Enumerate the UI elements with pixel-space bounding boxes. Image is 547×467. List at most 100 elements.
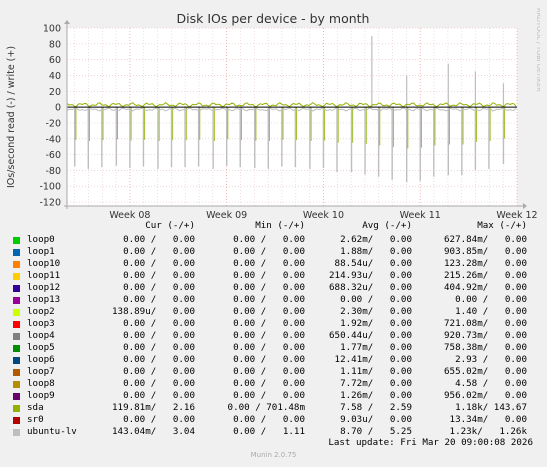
write-baseline bbox=[66, 101, 517, 108]
legend-min: 0.00 / 0.00 bbox=[233, 378, 305, 389]
legend-min: 0.00 / 0.00 bbox=[233, 342, 305, 353]
legend-row-loop7: loop7 0.00 / 0.00 0.00 / 0.00 1.11m/ 0.00 65… bbox=[0, 366, 547, 378]
legend-max: 215.26m/ 0.00 bbox=[444, 270, 527, 281]
read-baseline bbox=[66, 107, 517, 112]
legend-header-min: Min (-/+) bbox=[255, 220, 305, 231]
last-update: Last update: Fri Mar 20 09:00:08 2026 bbox=[328, 437, 533, 448]
legend-avg: 2.62m/ 0.00 bbox=[340, 234, 412, 245]
x-tick-label: Week 09 bbox=[206, 210, 247, 220]
legend-min: 0.00 / 701.48m bbox=[227, 402, 305, 413]
y-tick-label: -120 bbox=[39, 198, 61, 209]
legend-max: 721.08m/ 0.00 bbox=[444, 318, 527, 329]
legend-swatch bbox=[13, 309, 20, 316]
legend-label: loop0 bbox=[27, 234, 55, 245]
legend-cur: 0.00 / 0.00 bbox=[123, 354, 195, 365]
legend-cur: 0.00 / 0.00 bbox=[123, 378, 195, 389]
legend-row-loop3: loop3 0.00 / 0.00 0.00 / 0.00 1.92m/ 0.00 72… bbox=[0, 318, 547, 330]
legend-row-loop4: loop4 0.00 / 0.00 0.00 / 0.00 650.44u/ 0.00… bbox=[0, 330, 547, 342]
legend-min: 0.00 / 0.00 bbox=[233, 390, 305, 401]
legend-max: 13.34m/ 0.00 bbox=[449, 414, 527, 425]
y-axis-label: IOs/second read (-) / write (+) bbox=[6, 46, 17, 188]
legend-label: loop8 bbox=[27, 378, 55, 389]
legend-header-avg: Avg (-/+) bbox=[362, 220, 412, 231]
legend-avg: 650.44u/ 0.00 bbox=[329, 330, 412, 341]
legend-cur: 0.00 / 0.00 bbox=[123, 330, 195, 341]
legend-cur: 0.00 / 0.00 bbox=[123, 366, 195, 377]
legend-max: 920.73m/ 0.00 bbox=[444, 330, 527, 341]
legend-min: 0.00 / 0.00 bbox=[233, 282, 305, 293]
legend-max: 956.02m/ 0.00 bbox=[444, 390, 527, 401]
legend-label: loop6 bbox=[27, 354, 55, 365]
y-tick-label: 60 bbox=[49, 55, 61, 66]
legend-row-loop5: loop5 0.00 / 0.00 0.00 / 0.00 1.77m/ 0.00 75… bbox=[0, 342, 547, 354]
x-tick-label: Week 08 bbox=[109, 210, 150, 220]
legend-swatch bbox=[13, 381, 20, 388]
legend-max: 903.85m/ 0.00 bbox=[444, 246, 527, 257]
grid bbox=[67, 27, 518, 206]
legend-swatch bbox=[13, 357, 20, 364]
chart-title: Disk IOs per device - by month bbox=[177, 11, 370, 26]
legend-swatch bbox=[13, 369, 20, 376]
legend-cur: 0.00 / 0.00 bbox=[123, 294, 195, 305]
legend-max: 404.92m/ 0.00 bbox=[444, 282, 527, 293]
legend-row-loop12: loop12 0.00 / 0.00 0.00 / 0.00 688.32u/ 0.0… bbox=[0, 282, 547, 294]
y-axis-arrow bbox=[64, 20, 70, 24]
legend-swatch bbox=[13, 261, 20, 268]
y-tick-label: 100 bbox=[43, 24, 61, 35]
y-tick-label: -20 bbox=[45, 118, 61, 129]
rrdtool-credit: RRDTOOL / TOBI OETIKER bbox=[528, 6, 543, 116]
legend: Cur (-/+) Min (-/+) Avg (-/+) Max (-/+) … bbox=[0, 220, 547, 450]
legend-row-loop0: loop0 0.00 / 0.00 0.00 / 0.00 2.62m/ 0.00 62… bbox=[0, 234, 547, 246]
disk-io-chart: -120 -100 -80 -60 -40 -20 0 20 40 60 80 100 Week 08 W… bbox=[6, 11, 538, 220]
legend-row-loop8: loop8 0.00 / 0.00 0.00 / 0.00 7.72m/ 0.00 4.… bbox=[0, 378, 547, 390]
legend-avg: 88.54u/ 0.00 bbox=[334, 258, 412, 269]
x-tick-label: Week 12 bbox=[496, 210, 537, 220]
legend-min: 0.00 / 0.00 bbox=[233, 366, 305, 377]
legend-cur: 0.00 / 0.00 bbox=[123, 246, 195, 257]
legend-swatch bbox=[13, 321, 20, 328]
footer-version: Munin 2.0.75 bbox=[250, 451, 297, 459]
legend-cur: 0.00 / 0.00 bbox=[123, 342, 195, 353]
legend-avg: 12.41m/ 0.00 bbox=[334, 354, 412, 365]
legend-label: loop13 bbox=[27, 294, 61, 305]
legend-max: 1.40 / 0.00 bbox=[455, 306, 527, 317]
legend-label: loop1 bbox=[27, 246, 55, 257]
legend-row-loop10: loop10 0.00 / 0.00 0.00 / 0.00 88.54u/ 0.00… bbox=[0, 258, 547, 270]
x-tick-label: Week 11 bbox=[400, 210, 441, 220]
legend-row-loop9: loop9 0.00 / 0.00 0.00 / 0.00 1.26m/ 0.00 95… bbox=[0, 390, 547, 402]
legend-avg: 0.00 / 0.00 bbox=[340, 294, 412, 305]
legend-min: 0.00 / 0.00 bbox=[233, 234, 305, 245]
legend-min: 0.00 / 0.00 bbox=[233, 318, 305, 329]
y-tick-label: 20 bbox=[49, 87, 61, 98]
legend-cur: 0.00 / 0.00 bbox=[123, 414, 195, 425]
legend-header-max: Max (-/+) bbox=[477, 220, 527, 231]
legend-row-ubuntu-lv: ubuntu-lv 143.04m/ 3.04 0.00 / 1.11 8.70 / … bbox=[0, 426, 547, 438]
legend-cur: 143.04m/ 3.04 bbox=[112, 426, 195, 437]
legend-label: ubuntu-lv bbox=[27, 426, 77, 437]
axes: -120 -100 -80 -60 -40 -20 0 20 40 60 80 100 Week 08 W… bbox=[39, 20, 538, 220]
legend-label: loop10 bbox=[27, 258, 61, 269]
y-tick-label: -40 bbox=[45, 134, 61, 145]
legend-label: loop5 bbox=[27, 342, 55, 353]
legend-label: loop3 bbox=[27, 318, 55, 329]
legend-max: 0.00 / 0.00 bbox=[455, 294, 527, 305]
legend-row-sr0: sr0 0.00 / 0.00 0.00 / 0.00 9.03u/ 0.00 13.3… bbox=[0, 414, 547, 426]
plot-area bbox=[67, 28, 517, 206]
x-axis-arrow bbox=[523, 203, 527, 209]
legend-cur: 0.00 / 0.00 bbox=[123, 270, 195, 281]
legend-cur: 0.00 / 0.00 bbox=[123, 318, 195, 329]
legend-avg: 9.03u/ 0.00 bbox=[340, 414, 412, 425]
legend-min: 0.00 / 0.00 bbox=[233, 246, 305, 257]
y-tick-label: 0 bbox=[55, 103, 61, 114]
legend-avg: 2.30m/ 0.00 bbox=[340, 306, 412, 317]
legend-swatch bbox=[13, 297, 20, 304]
legend-row-loop1: loop1 0.00 / 0.00 0.00 / 0.00 1.88m/ 0.00 90… bbox=[0, 246, 547, 258]
legend-avg: 1.77m/ 0.00 bbox=[340, 342, 412, 353]
legend-avg: 7.58 / 2.59 bbox=[340, 402, 412, 413]
legend-row-sda: sda 119.81m/ 2.16 0.00 / 701.48m 7.58 / 2.5… bbox=[0, 402, 547, 414]
legend-avg: 688.32u/ 0.00 bbox=[329, 282, 412, 293]
legend-avg: 1.88m/ 0.00 bbox=[340, 246, 412, 257]
legend-max: 123.28m/ 0.00 bbox=[444, 258, 527, 269]
legend-label: sr0 bbox=[27, 414, 44, 425]
legend-swatch bbox=[13, 417, 20, 424]
